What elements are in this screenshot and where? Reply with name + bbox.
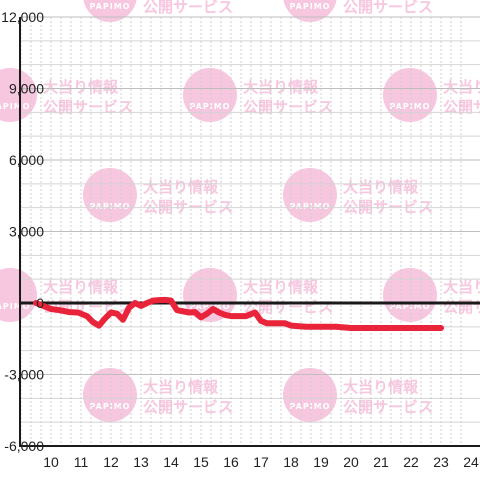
watermark-logo-text: PAPIMO (0, 302, 30, 311)
y-tick-label: -6,000 (4, 438, 44, 454)
watermark-logo-text: PAPIMO (90, 202, 131, 211)
grid-lines (20, 16, 480, 447)
watermark-text-line2: 公開サービス (343, 0, 433, 16)
watermark-text-line2: 公開サービス (143, 398, 233, 416)
watermark-text-line2: 公開サービス (343, 198, 433, 216)
papimo-logo-icon (283, 368, 337, 422)
x-tick-label: 10 (43, 454, 59, 470)
x-tick-label: 24 (463, 454, 479, 470)
x-tick-label: 17 (253, 454, 269, 470)
papimo-logo-icon (0, 268, 37, 322)
watermark-text-line2: 公開サービス (143, 0, 233, 16)
x-tick-label: 12 (103, 454, 119, 470)
papimo-logo-icon (383, 268, 437, 322)
watermark-logo-text: PAPIMO (290, 2, 331, 11)
y-tick-label: 0 (36, 295, 44, 311)
papimo-logo-icon (83, 168, 137, 222)
papimo-logo-icon (183, 268, 237, 322)
x-tick-label: 21 (373, 454, 389, 470)
y-tick-label: 6,000 (9, 152, 44, 168)
papimo-logo-icon (83, 0, 137, 22)
axes (19, 17, 480, 447)
series-layer (33, 296, 444, 331)
watermark-logo-text: PAPIMO (390, 102, 431, 111)
papimo-logo-icon (83, 368, 137, 422)
series-line-0 (33, 296, 444, 331)
x-tick-label: 23 (433, 454, 449, 470)
papimo-logo-icon (183, 68, 237, 122)
x-tick-label: 19 (313, 454, 329, 470)
x-tick-label: 20 (343, 454, 359, 470)
y-tick-label: -3,000 (4, 367, 44, 383)
x-tick-label: 16 (223, 454, 239, 470)
watermark-text-line2: 公開サービス (143, 198, 233, 216)
watermark-text-line2: 公開サービス (43, 98, 133, 116)
y-tick-label: 9,000 (9, 81, 44, 97)
x-tick-label: 18 (283, 454, 299, 470)
x-tick-label: 14 (163, 454, 179, 470)
watermark-logo-text: PAPIMO (290, 402, 331, 411)
papimo-logo-icon (283, 168, 337, 222)
watermark-logo-text: PAPIMO (290, 202, 331, 211)
papimo-logo-icon (0, 68, 37, 122)
watermark-logo-text: PAPIMO (90, 2, 131, 11)
watermark-logo-text: PAPIMO (190, 102, 231, 111)
x-tick-label: 13 (133, 454, 149, 470)
watermark-logo-text: PAPIMO (90, 402, 131, 411)
x-tick-label: 15 (193, 454, 209, 470)
watermark-text-line2: 公開サービス (343, 398, 433, 416)
y-tick-label: 12,000 (1, 9, 44, 25)
watermark-logo-text: PAPIMO (390, 302, 431, 311)
watermark-logo-text: PAPIMO (0, 102, 30, 111)
x-tick-label: 11 (74, 454, 89, 470)
x-tick-label: 22 (403, 454, 419, 470)
watermark-logo-text: PAPIMO (190, 302, 231, 311)
watermark-text-line2: 公開サービス (243, 98, 333, 116)
watermark-layer: PAPIMO大当り情報公開サービスPAPIMO大当り情報公開サービスPAPIMO… (0, 0, 480, 422)
y-tick-label: 3,000 (9, 224, 44, 240)
papimo-logo-icon (283, 0, 337, 22)
papimo-logo-icon (383, 68, 437, 122)
